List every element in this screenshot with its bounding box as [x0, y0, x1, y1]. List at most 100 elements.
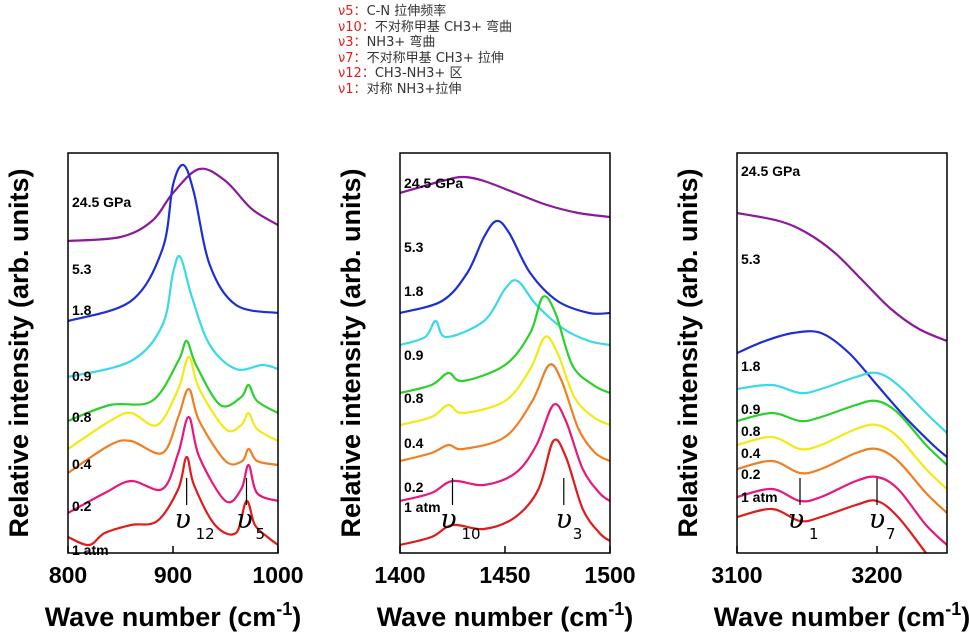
legend-colon: ：	[353, 35, 367, 51]
series-line-1-atm	[68, 455, 278, 547]
pressure-label: 5.3	[404, 239, 424, 255]
pressure-label: 24.5 GPa	[741, 163, 800, 179]
x-axis-label: Wave number (cm-1)	[45, 599, 302, 632]
x-axis-label-part: Wave number (cm	[377, 602, 609, 632]
legend-key: ν3	[338, 35, 354, 51]
y-axis-label: Relative intensity (arb. units)	[4, 168, 34, 537]
mode-label: υ	[440, 504, 456, 535]
plot-frame	[736, 152, 948, 554]
series-line-0.4	[737, 447, 947, 514]
series-line-0.9	[68, 339, 278, 423]
x-tick-label: 3200	[851, 562, 902, 588]
legend-text: C-N 拉伸频率	[366, 4, 447, 19]
legend-colon: ：	[361, 19, 375, 35]
legend-key: ν1	[338, 81, 354, 97]
x-tick-label: 1000	[252, 562, 303, 588]
x-axis-label-exponent: -1	[945, 599, 961, 619]
chart-panel-3: 3100 3200 Relative intensity (arb. units) W…	[673, 152, 969, 632]
x-axis-label-part: Wave number (cm	[45, 602, 277, 632]
pressure-label: 5.3	[741, 251, 761, 267]
legend-text: 不对称甲基 CH3+ 弯曲	[374, 19, 513, 35]
legend-colon: ：	[361, 66, 375, 82]
y-axis-label: Relative intensity (arb. units)	[673, 168, 703, 537]
pressure-label: 0.4	[72, 456, 92, 472]
legend-key: ν5	[338, 4, 354, 19]
x-axis-label-part: )	[961, 602, 969, 632]
series-line-24.5-GPa	[68, 167, 278, 243]
pressure-label: 0.2	[72, 498, 92, 514]
legend-colon: ：	[353, 4, 367, 19]
legend-key: ν7	[338, 50, 354, 66]
x-tick-label: 1500	[584, 562, 635, 588]
series-line-24.5-GPa	[400, 175, 610, 219]
pressure-label: 0.2	[404, 479, 424, 495]
series-line-0.4	[68, 387, 278, 474]
pressure-label: 0.8	[404, 390, 424, 406]
legend-key: ν10	[338, 19, 362, 35]
series-line-1-atm	[737, 499, 928, 553]
legend-text: 对称 NH3+拉伸	[366, 81, 462, 97]
mode-label-subscript: 1	[809, 525, 819, 543]
x-axis-label-exponent: -1	[276, 599, 292, 619]
series-line-0.9	[737, 399, 947, 466]
legend-text: 不对称甲基 CH3+ 拉伸	[366, 50, 504, 66]
legend-key: ν12	[338, 66, 362, 82]
x-tick-label: 1400	[374, 562, 425, 588]
legend-colon: ：	[353, 81, 367, 97]
pressure-label: 0.4	[404, 435, 424, 451]
legend-row: ν12：CH3-NH3+ 区	[338, 66, 598, 82]
series-line-1.8	[737, 371, 947, 434]
series-line-0.9	[400, 295, 610, 395]
mode-legend: ν5：C-N 拉伸频率 ν10：不对称甲基 CH3+ 弯曲 ν3：NH3+ 弯曲…	[338, 4, 598, 98]
legend-colon: ：	[353, 50, 367, 66]
chart-panel-1: 800 900 1000 Relative intensity (arb. units…	[4, 152, 304, 632]
mode-label-subscript: 5	[256, 525, 266, 543]
series-line-0.2	[400, 403, 610, 503]
pressure-label: 0.8	[72, 409, 92, 425]
legend-text: NH3+ 弯曲	[366, 35, 436, 51]
pressure-label: 0.2	[741, 466, 761, 482]
mode-label: υ	[869, 504, 885, 535]
series-line-1.8	[68, 254, 278, 379]
series-line-0.8	[737, 423, 947, 490]
mode-label: υ	[788, 504, 804, 535]
x-tick-label: 800	[49, 562, 87, 588]
legend-row: ν1：对称 NH3+拉伸	[338, 82, 598, 98]
mode-label-subscript: 7	[886, 525, 896, 543]
series-line-24.5-GPa	[737, 211, 947, 343]
pressure-label: 1 atm	[404, 499, 441, 515]
legend-row: ν7：不对称甲基 CH3+ 拉伸	[338, 51, 598, 67]
pressure-label: 0.8	[741, 423, 761, 439]
x-axis-label: Wave number (cm-1)	[377, 599, 634, 632]
series-line-0.8	[68, 355, 278, 450]
mode-label: υ	[556, 504, 572, 535]
legend-row: ν5：C-N 拉伸频率	[338, 4, 598, 20]
series-line-1-atm	[400, 438, 610, 547]
series-line-0.4	[400, 363, 610, 463]
series-group	[68, 163, 278, 547]
x-tick-label: 900	[154, 562, 192, 588]
x-axis-label-part: )	[624, 602, 633, 632]
pressure-label: 1.8	[741, 358, 761, 374]
series-line-5.3	[400, 219, 610, 315]
x-axis-label-exponent: -1	[608, 599, 624, 619]
mode-label-subscript: 3	[573, 525, 583, 543]
series-line-0.2	[68, 415, 278, 514]
y-axis-label: Relative intensity (arb. units)	[336, 168, 366, 537]
pressure-label: 0.9	[72, 368, 92, 384]
mode-label: υ	[236, 504, 252, 535]
x-axis-label: Wave number (cm-1)	[714, 599, 969, 632]
legend-row: ν10：不对称甲基 CH3+ 弯曲	[338, 20, 598, 36]
series-group	[400, 175, 610, 547]
mode-label: υ	[174, 504, 190, 535]
pressure-label: 24.5 GPa	[72, 194, 131, 210]
pressure-label: 5.3	[72, 261, 92, 277]
mode-label-subscript: 12	[196, 525, 215, 543]
series-line-0.8	[400, 335, 610, 427]
x-tick-label: 1450	[479, 562, 530, 588]
mode-label-subscript: 10	[462, 525, 481, 543]
x-tick-label: 3100	[711, 562, 762, 588]
pressure-label: 0.4	[741, 445, 761, 461]
pressure-label: 0.9	[404, 347, 424, 363]
